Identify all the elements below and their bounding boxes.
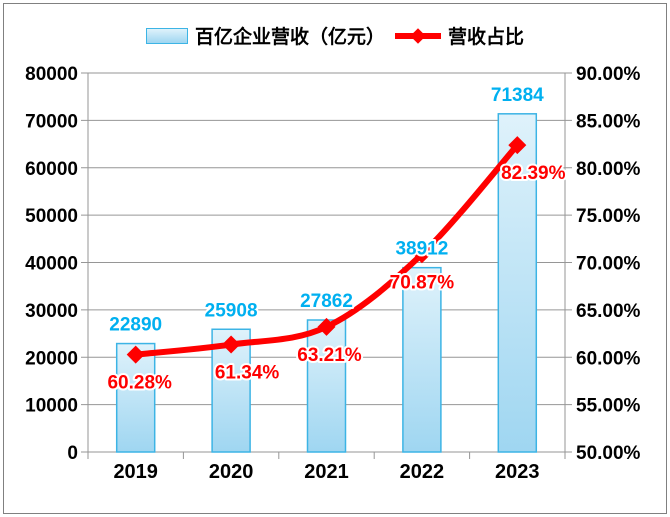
y2-axis-tick-label: 65.00% xyxy=(576,301,641,322)
y-axis-tick-label: 60000 xyxy=(25,159,78,180)
y2-axis-tick-label: 85.00% xyxy=(576,111,641,132)
line-marker-2022 xyxy=(412,245,431,264)
y2-axis-tick-label: 55.00% xyxy=(576,396,641,417)
ratio-value-label: 60.28% xyxy=(107,373,172,394)
x-axis-label: 2020 xyxy=(209,461,254,483)
bar-2023 xyxy=(497,113,538,453)
ratio-line xyxy=(132,142,521,358)
y-axis-tick-label: 50000 xyxy=(25,206,78,227)
y-axis-tick-label: 80000 xyxy=(25,64,78,85)
y-axis-tick-label: 70000 xyxy=(25,111,78,132)
ratio-value-label: 70.87% xyxy=(390,272,455,293)
ratio-value-label: 61.34% xyxy=(215,363,280,384)
y-axis-tick-label: 0 xyxy=(67,443,78,464)
line-marker-2020 xyxy=(222,335,241,354)
legend-item-revenue: 百亿企业营收（亿元） xyxy=(145,22,385,49)
bar-2021 xyxy=(306,319,347,453)
legend-label-ratio: 营收占比 xyxy=(448,27,525,48)
ratio-value-label: 82.39% xyxy=(501,163,566,184)
y2-axis-tick-label: 75.00% xyxy=(576,206,641,227)
bar-value-label: 22890 xyxy=(109,315,162,336)
bar-2022 xyxy=(402,266,442,453)
y-axis-tick-label: 20000 xyxy=(25,348,78,369)
line-marker-2021 xyxy=(317,317,336,336)
line-marker-2019 xyxy=(126,345,145,364)
bar-value-label: 71384 xyxy=(491,85,544,106)
y2-axis-tick-label: 50.00% xyxy=(576,443,641,464)
x-axis-label: 2019 xyxy=(113,461,158,483)
legend-item-ratio: 营收占比 xyxy=(395,22,524,49)
y-axis-tick-label: 30000 xyxy=(25,301,78,322)
bar-value-label: 27862 xyxy=(300,291,353,312)
line-marker-2023 xyxy=(508,136,527,155)
x-axis-label: 2021 xyxy=(304,461,349,483)
y2-axis-tick-label: 90.00% xyxy=(576,64,641,85)
ratio-value-label: 63.21% xyxy=(297,345,362,366)
x-axis-label: 2023 xyxy=(495,461,540,483)
legend-label-revenue: 百亿企业营收（亿元） xyxy=(194,27,385,48)
y2-axis-tick-label: 70.00% xyxy=(576,254,641,275)
x-axis-label: 2022 xyxy=(400,461,445,483)
line-marker-icon xyxy=(395,27,441,44)
y-axis-tick-label: 10000 xyxy=(25,396,78,417)
chart-legend: 百亿企业营收（亿元） 营收占比 xyxy=(0,22,670,49)
y2-axis-tick-label: 80.00% xyxy=(576,159,641,180)
bar-swatch-icon xyxy=(145,27,188,44)
bar-value-label: 25908 xyxy=(205,300,258,321)
bar-2019 xyxy=(115,342,156,453)
y2-axis-tick-label: 60.00% xyxy=(576,348,641,369)
y-axis-tick-label: 40000 xyxy=(25,254,78,275)
bar-value-label: 38912 xyxy=(395,239,448,260)
